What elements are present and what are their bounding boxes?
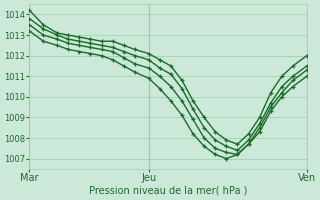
X-axis label: Pression niveau de la mer( hPa ): Pression niveau de la mer( hPa ) [89, 186, 247, 196]
